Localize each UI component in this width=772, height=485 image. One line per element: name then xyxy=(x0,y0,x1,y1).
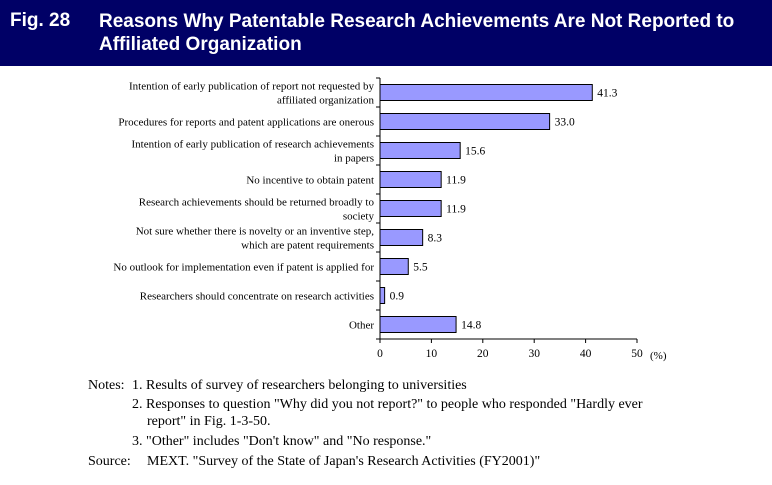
category-label: which are patent requirements xyxy=(241,240,374,252)
data-label: 14.8 xyxy=(461,320,481,332)
category-label: Intention of early publication of report… xyxy=(129,81,374,93)
data-label: 33.0 xyxy=(555,117,575,129)
source-label: Source: xyxy=(88,454,131,469)
bar xyxy=(379,113,551,130)
bar xyxy=(379,142,461,159)
bar xyxy=(379,258,409,275)
data-label: 8.3 xyxy=(428,233,443,245)
category-label: Researchers should concentrate on resear… xyxy=(140,291,374,303)
data-label: 11.9 xyxy=(446,204,466,216)
x-tick-label: 10 xyxy=(426,348,438,360)
x-axis-unit: (%) xyxy=(650,350,667,362)
data-label: 41.3 xyxy=(597,88,617,100)
data-label: 0.9 xyxy=(390,291,405,303)
note-3: 3. "Other" includes "Don't know" and "No… xyxy=(132,434,432,449)
bar xyxy=(379,287,386,304)
category-label: society xyxy=(343,211,375,223)
category-label: in papers xyxy=(334,153,374,165)
x-tick-label: 20 xyxy=(477,348,489,360)
category-label: Procedures for reports and patent applic… xyxy=(118,117,374,129)
category-label: Other xyxy=(349,320,374,332)
figure-number: Fig. 28 xyxy=(10,10,71,31)
x-tick-label: 50 xyxy=(631,348,643,360)
bar xyxy=(379,84,593,101)
x-tick-label: 40 xyxy=(580,348,592,360)
data-label: 11.9 xyxy=(446,175,466,187)
category-label: Intention of early publication of resear… xyxy=(131,139,374,151)
notes-label: Notes: xyxy=(88,378,125,393)
source-text: MEXT. "Survey of the State of Japan's Re… xyxy=(147,454,541,469)
data-label: 15.6 xyxy=(465,146,485,158)
x-tick-label: 30 xyxy=(528,348,540,360)
figure-header: Fig. 28 Reasons Why Patentable Research … xyxy=(0,0,772,66)
note-2-continued: report" in Fig. 1-3-50. xyxy=(147,414,271,429)
category-label: No incentive to obtain patent xyxy=(246,175,374,187)
category-label: No outlook for implementation even if pa… xyxy=(113,262,374,274)
category-label: Not sure whether there is novelty or an … xyxy=(136,226,375,238)
category-label: Research achievements should be returned… xyxy=(139,197,375,209)
bar-chart: 41.3 Intention of early publication of re… xyxy=(113,77,667,362)
bar xyxy=(379,316,457,333)
bar xyxy=(379,171,442,188)
category-label: affiliated organization xyxy=(277,95,375,107)
figure-title: Reasons Why Patentable Research Achievem… xyxy=(99,11,735,55)
x-tick-label: 0 xyxy=(377,348,383,360)
note-2: 2. Responses to question "Why did you no… xyxy=(132,397,643,412)
bar xyxy=(379,200,442,217)
note-1: 1. Results of survey of researchers belo… xyxy=(132,378,467,393)
bar xyxy=(379,229,424,246)
data-label: 5.5 xyxy=(413,262,428,274)
